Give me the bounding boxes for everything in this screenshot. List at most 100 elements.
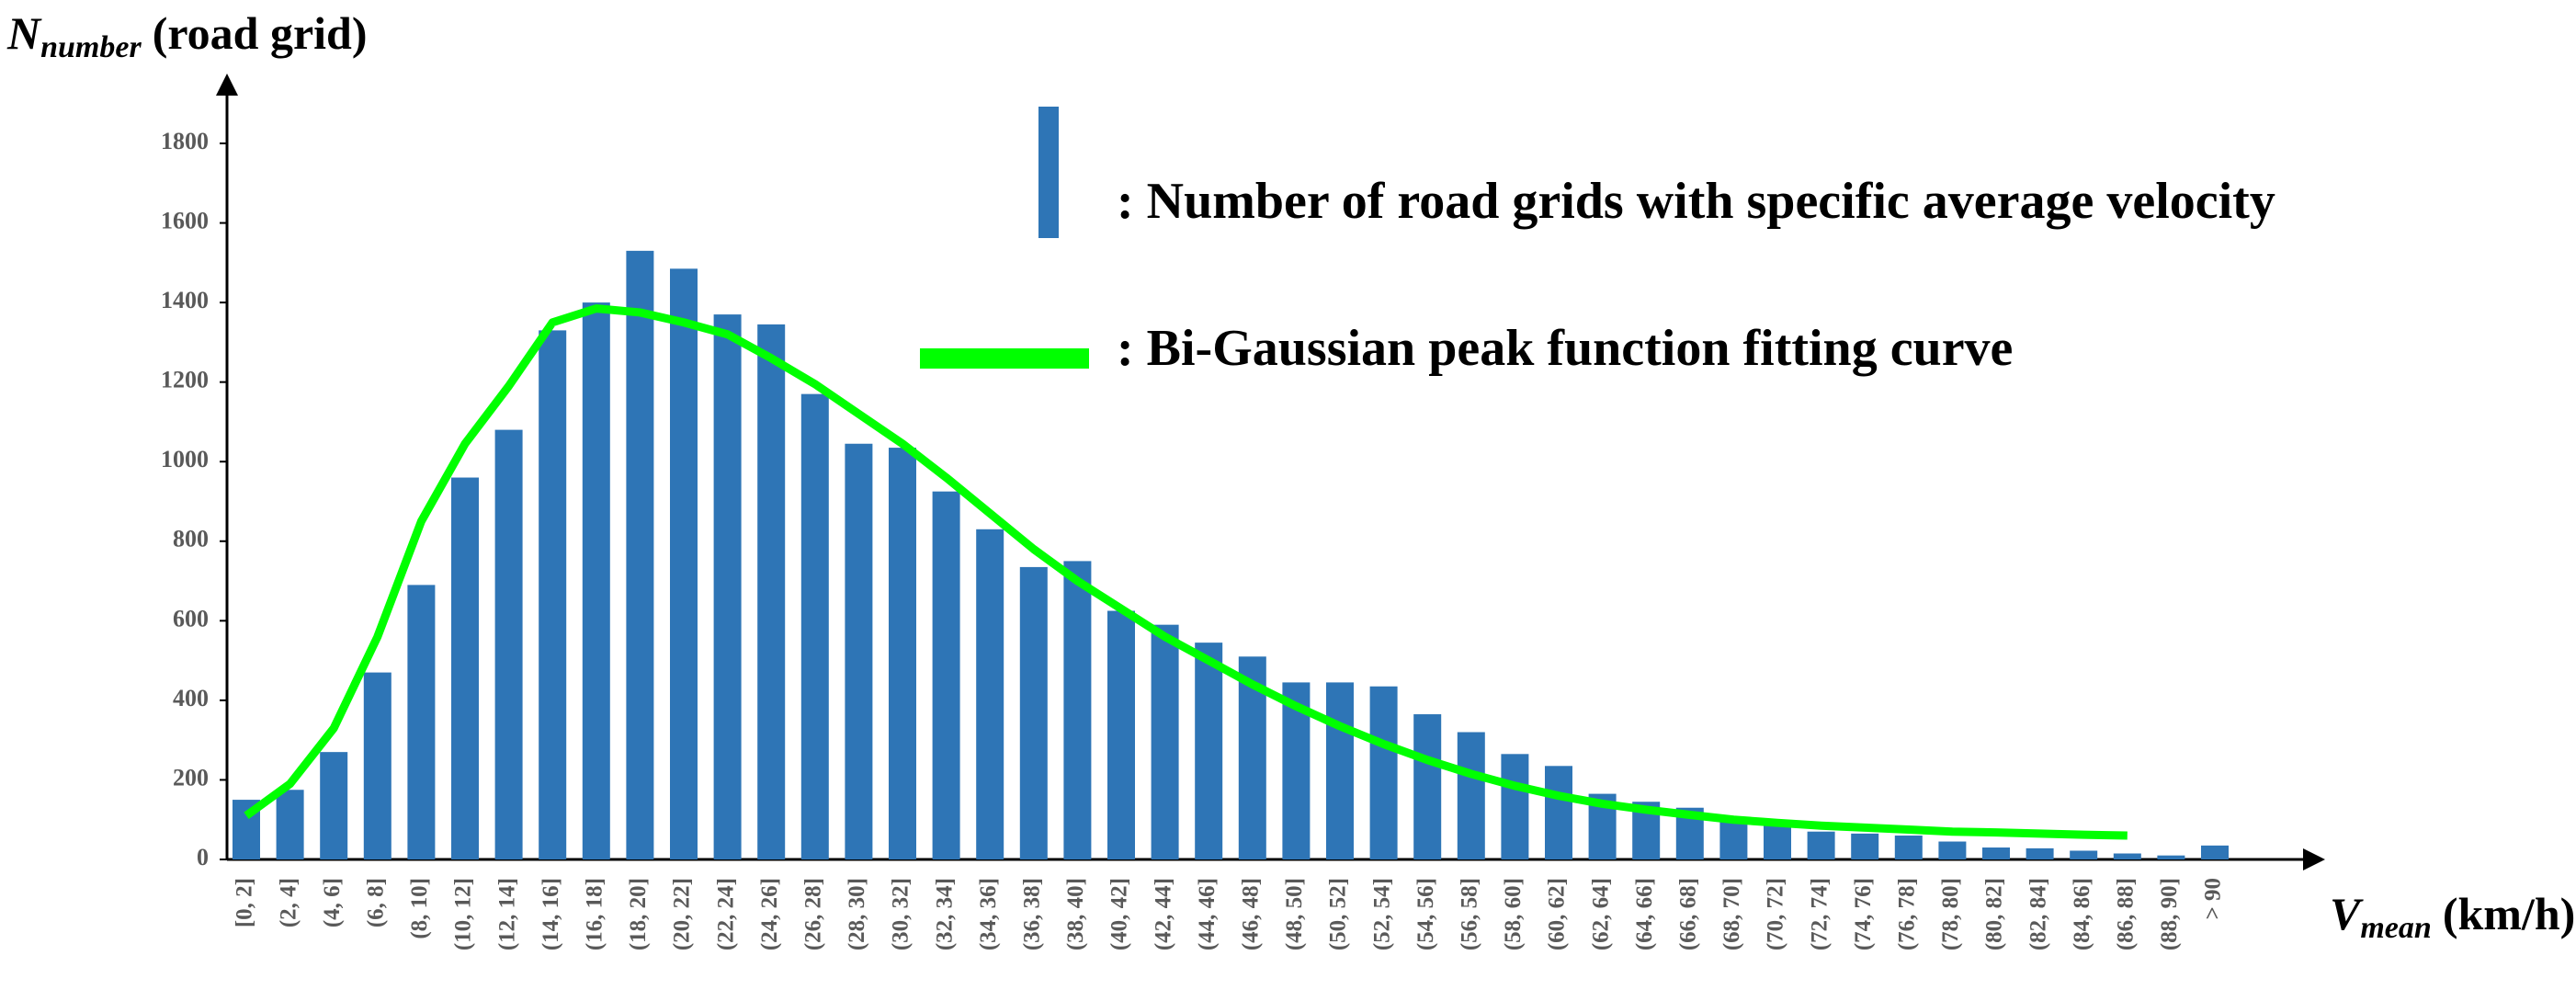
x-tick-label: (8, 10] [407, 878, 432, 939]
x-tick-label: (72, 74] [1807, 878, 1832, 950]
bar [451, 477, 479, 859]
bar [1151, 624, 1179, 859]
fit-line [244, 304, 2128, 840]
bar [1195, 643, 1223, 859]
x-tick-label: (44, 46] [1195, 878, 1220, 950]
bar [932, 491, 960, 859]
x-tick-label: (76, 78] [1895, 878, 1920, 950]
x-tick-label: (22, 24] [713, 878, 738, 950]
bar [1982, 847, 2010, 859]
x-tick-label: (68, 70] [1719, 878, 1744, 950]
bar [800, 393, 829, 859]
x-tick-label: (48, 50] [1282, 878, 1307, 950]
bar [1894, 836, 1923, 859]
x-tick-label: (40, 42] [1107, 878, 1132, 950]
y-tick-label: 600 [173, 605, 209, 631]
x-tick-label: (20, 22] [670, 878, 695, 950]
x-tick-label: [0, 2] [233, 878, 257, 927]
bar [889, 448, 916, 859]
x-tick-label: (70, 72] [1764, 878, 1788, 950]
y-tick-label: 400 [173, 685, 209, 711]
x-tick-label: (82, 84] [2026, 878, 2050, 950]
x-tick-label: (54, 56] [1413, 878, 1438, 950]
bar [407, 585, 436, 859]
y-axis-title: Nnumber (road grid) [6, 7, 368, 63]
bar [1063, 561, 1092, 859]
x-tick-label: (64, 66] [1632, 878, 1657, 950]
bar [1545, 766, 1572, 859]
bar [1457, 732, 1485, 859]
y-tick-label: 1800 [161, 128, 209, 154]
x-tick-label: (66, 68] [1676, 878, 1701, 950]
x-axis-unit: (km/h) [2443, 888, 2575, 939]
x-tick-label: (38, 40] [1063, 878, 1088, 950]
bar [1326, 682, 1354, 859]
x-tick-label: (6, 8] [364, 878, 389, 927]
y-axis-unit: (road grid) [153, 7, 368, 59]
bar [320, 752, 348, 859]
x-tick-label: (32, 34] [932, 878, 957, 950]
x-tick-label: (10, 12] [451, 878, 476, 950]
y-tick-label: 1600 [161, 208, 209, 234]
x-tick-label: (34, 36] [976, 878, 1001, 950]
x-tick-label: (42, 44] [1151, 878, 1175, 950]
bar [1107, 610, 1135, 859]
x-tick-label: > 90 [2201, 878, 2226, 920]
x-tick-label: (84, 86] [2070, 878, 2094, 950]
x-axis-title: Vmean (km/h) [2330, 888, 2575, 944]
bar [845, 443, 873, 859]
y-tick-label: 0 [197, 844, 209, 870]
x-tick-label: (18, 20] [626, 878, 651, 950]
bar [1764, 824, 1791, 859]
bar [2201, 845, 2229, 859]
x-axis-subscript: mean [2360, 911, 2431, 945]
x-tick-label: (52, 54] [1369, 878, 1394, 950]
x-tick-label: (24, 26] [757, 878, 782, 950]
x-axis-symbol: V [2330, 888, 2364, 939]
x-tick-label: (2, 4] [276, 878, 301, 927]
bar [670, 268, 698, 859]
x-tick-label: (16, 18] [583, 878, 607, 950]
legend-label: : Number of road grids with specific ave… [1117, 173, 2275, 230]
x-tick-label: (36, 38] [1020, 878, 1045, 950]
bar [976, 529, 1004, 859]
x-tick-label: (74, 76] [1851, 878, 1876, 950]
x-tick-label: (60, 62] [1545, 878, 1570, 950]
x-tick-label: (26, 28] [801, 878, 826, 950]
bar [626, 250, 654, 860]
bar [1719, 819, 1748, 859]
bar [276, 790, 304, 859]
bar [539, 330, 567, 860]
bar [363, 672, 392, 859]
bar [1501, 754, 1529, 859]
x-tick-label: (86, 88] [2114, 878, 2139, 950]
y-tick-label: 800 [173, 526, 209, 552]
x-tick-label: (46, 48] [1239, 878, 1264, 950]
x-tick-label: (88, 90] [2157, 878, 2182, 950]
x-tick-label: (58, 60] [1501, 878, 1526, 950]
y-tick-label: 200 [173, 764, 209, 791]
x-tick-label: (4, 6] [320, 878, 345, 927]
x-tick-label: (30, 32] [889, 878, 914, 950]
x-tick-label: (56, 58] [1458, 878, 1482, 950]
bar [2070, 850, 2098, 859]
y-axis-symbol: N [6, 7, 42, 59]
bar [1019, 566, 1048, 859]
x-tick-label: (14, 16] [539, 878, 563, 950]
legend-label: : Bi-Gaussian peak function fitting curv… [1117, 320, 2013, 377]
x-tick-label: (80, 82] [1982, 878, 2007, 950]
bar [1938, 841, 1967, 859]
x-tick-label: (78, 80] [1938, 878, 1963, 950]
bar [1851, 833, 1879, 859]
bar [582, 302, 610, 860]
bar [2157, 855, 2185, 859]
bar [494, 429, 523, 859]
bar [757, 324, 786, 859]
bar [1807, 831, 1835, 859]
y-tick-label: 1400 [161, 287, 209, 313]
y-axis-subscript: number [40, 30, 142, 64]
bar [1413, 714, 1442, 859]
y-tick-label: 1200 [161, 367, 209, 393]
bar [2113, 853, 2141, 859]
